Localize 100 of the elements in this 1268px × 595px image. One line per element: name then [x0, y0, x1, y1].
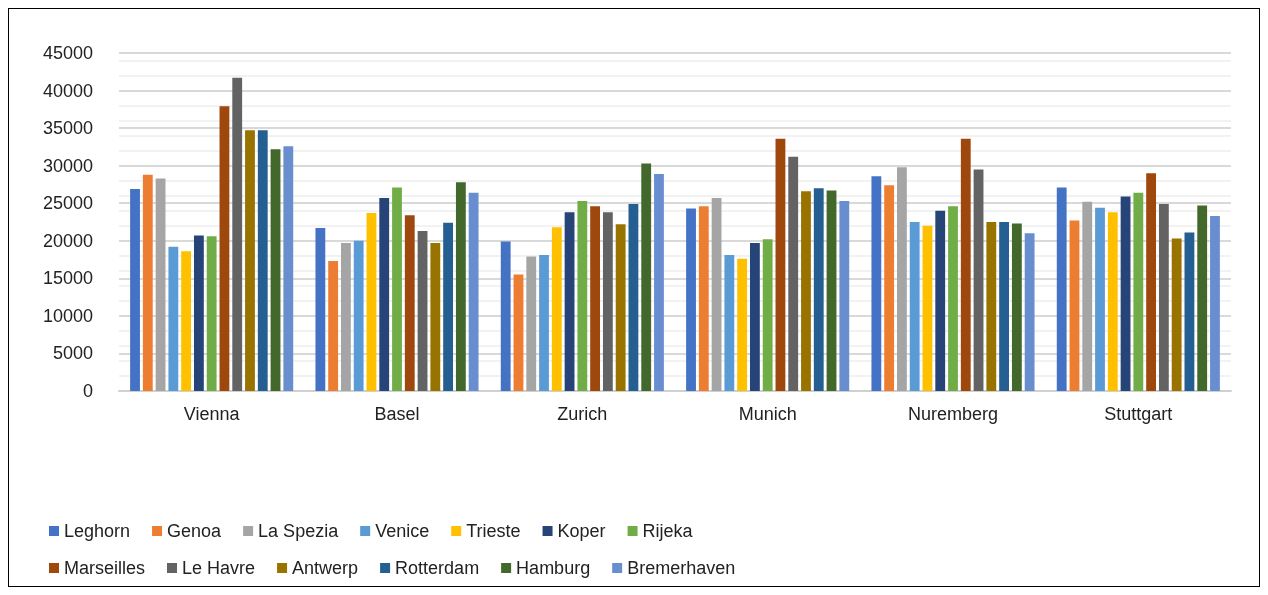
legend-label: Bremerhaven — [627, 558, 736, 578]
bar — [392, 187, 402, 391]
bar — [749, 243, 760, 391]
bar — [513, 274, 524, 391]
bar — [142, 174, 153, 391]
bar — [245, 130, 255, 391]
legend-label: Marseilles — [64, 558, 146, 578]
bar — [788, 156, 799, 391]
bar — [1024, 233, 1035, 391]
bar — [1158, 203, 1169, 391]
x-tick-label: Zurich — [557, 404, 608, 424]
legend-label: Trieste — [466, 521, 521, 541]
bar — [839, 200, 850, 391]
bar — [283, 146, 294, 391]
bar — [130, 188, 140, 391]
x-tick-label: Munich — [738, 404, 797, 424]
bar — [897, 167, 907, 391]
bar — [404, 215, 415, 391]
bar — [935, 210, 946, 391]
bar — [1095, 207, 1105, 391]
bar — [762, 239, 773, 391]
bar — [775, 138, 786, 391]
bar — [1107, 212, 1118, 391]
legend-label: Koper — [557, 521, 606, 541]
bar — [698, 206, 709, 391]
bar — [219, 106, 230, 391]
bar — [615, 224, 626, 391]
bar — [1171, 238, 1182, 391]
bar — [315, 228, 326, 391]
bar — [826, 190, 837, 391]
bar — [577, 200, 588, 391]
bar — [539, 255, 549, 391]
bar — [1197, 205, 1208, 391]
bar — [366, 212, 377, 391]
bar — [257, 130, 268, 391]
x-tick-label: Nuremberg — [907, 404, 999, 424]
bar — [455, 182, 466, 391]
legend-label: Rijeka — [642, 521, 694, 541]
bar — [1120, 196, 1131, 391]
y-tick-label: 5000 — [52, 343, 93, 364]
y-tick-label: 40000 — [42, 80, 93, 101]
bar — [973, 169, 984, 391]
bar — [379, 197, 390, 391]
y-tick-label: 0 — [82, 381, 93, 401]
legend-label: Leghorn — [64, 521, 131, 541]
x-tick-label: Stuttgart — [1104, 404, 1173, 424]
bar — [328, 261, 339, 391]
bar — [500, 241, 511, 391]
bar — [641, 163, 652, 391]
bar — [602, 212, 613, 391]
bar — [168, 246, 179, 391]
x-tick-label: Basel — [374, 404, 420, 424]
legend-label: Genoa — [167, 521, 223, 541]
bar — [909, 222, 920, 391]
legend-label: Le Havre — [182, 558, 256, 578]
y-tick-label: 45000 — [42, 43, 93, 63]
bar — [948, 206, 958, 391]
bar — [813, 188, 824, 391]
bar — [341, 243, 351, 391]
y-tick-label: 10000 — [42, 305, 93, 326]
x-tick-label: Vienna — [183, 404, 241, 424]
legend-label: La Spezia — [258, 521, 340, 541]
legend-label: Rotterdam — [395, 558, 480, 578]
bar — [986, 222, 997, 391]
bar — [270, 149, 281, 391]
bar — [590, 206, 601, 391]
y-tick-label: 35000 — [42, 118, 93, 139]
bar — [1133, 192, 1144, 391]
bar — [468, 192, 479, 391]
bar — [922, 225, 933, 391]
bar — [1056, 187, 1067, 391]
bar — [1069, 220, 1080, 391]
bar — [960, 138, 971, 391]
bar — [654, 173, 664, 391]
bar — [551, 227, 562, 391]
legend-label: Antwerp — [292, 558, 359, 578]
legend-label: Hamburg — [516, 558, 591, 578]
bar — [871, 176, 882, 391]
bar — [564, 212, 575, 391]
bar — [628, 203, 639, 391]
bar — [193, 235, 204, 391]
y-tick-label: 25000 — [42, 193, 93, 214]
bar — [801, 191, 811, 391]
bar — [737, 258, 748, 391]
bar — [1184, 232, 1195, 391]
legend-label: Venice — [375, 521, 430, 541]
bar — [999, 222, 1009, 391]
bar — [206, 236, 217, 391]
bar — [711, 197, 722, 391]
bar — [232, 77, 243, 391]
bar — [155, 178, 166, 391]
bar — [417, 231, 428, 391]
y-tick-label: 20000 — [42, 230, 93, 251]
bar — [443, 222, 453, 391]
bar — [686, 208, 696, 391]
y-tick-label: 15000 — [42, 268, 93, 289]
bar — [353, 240, 364, 391]
bar — [1082, 201, 1093, 391]
y-tick-label: 30000 — [42, 155, 93, 176]
bar — [724, 255, 735, 391]
